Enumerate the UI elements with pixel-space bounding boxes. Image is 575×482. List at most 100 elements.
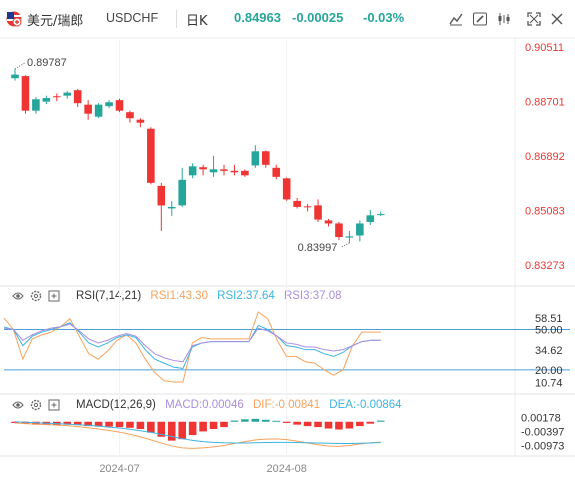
period-selector[interactable]: 日K [186,14,208,29]
y-tick-label: 0.90511 [525,42,564,54]
candle-body [167,206,176,209]
candle-body [335,223,343,237]
candle-body [282,178,291,200]
candle-body [73,90,82,104]
macd-bar [167,421,176,441]
fullscreen-icon[interactable] [524,9,544,29]
settings-icon[interactable] [30,290,42,302]
rsi-tick-label: 50.00 [535,324,563,336]
candle-body [314,205,322,220]
macd-bar [230,420,239,422]
macd-bar [209,421,218,430]
candle-body [241,170,249,176]
macd-bar [262,419,270,422]
macd-bar [241,419,249,422]
macd-bar [84,421,92,427]
macd-tick-label: -0.00397 [521,426,564,438]
rsi-legend: RSI(7,14,21) RSI1:43.30 RSI2:37.64 RSI3:… [76,290,348,302]
indicator-icon[interactable] [494,9,514,29]
candle-body [230,170,239,173]
macd-bar [293,421,301,425]
candle-body [272,167,281,177]
us-flag-icon [6,11,22,27]
close-icon[interactable] [547,9,567,29]
eye-icon[interactable] [12,399,24,411]
macd-bar [314,421,322,428]
candle-body [376,214,385,216]
macd-line [14,421,381,445]
last-price: 0.84963 [234,10,281,25]
candle-body [53,96,61,98]
macd-bar [324,421,333,429]
x-tick-label: 2024-08 [267,463,307,475]
macd-bar [73,421,82,426]
add-icon[interactable] [48,399,60,411]
macd-bar [376,420,385,422]
rsi2-legend: RSI2:37.64 [217,290,275,302]
macd-bar [366,421,375,424]
rsi3-legend: RSI3:37.08 [283,290,342,302]
candle-body [303,206,312,208]
candle-body [220,169,228,171]
candle-body [21,76,30,111]
symbol-name[interactable]: 美元/瑞郎 [27,14,84,29]
low-marker-line [341,242,350,248]
macd-tick-label: 0.00178 [521,412,561,424]
rsi-tick-label: 34.62 [535,345,563,357]
settings-icon[interactable] [30,399,42,411]
macd-bar [272,420,281,422]
line-chart-icon[interactable] [446,9,466,29]
dea-legend: DEA:-0.00864 [329,399,402,411]
macd-bar [303,421,312,427]
low-annotation: 0.83997 [298,242,338,254]
add-icon[interactable] [48,290,60,302]
candle-body [366,215,375,222]
y-tick-label: 0.85083 [525,205,565,217]
rsi-pane-controls [12,290,60,302]
rsi1-legend: RSI1:43.30 [150,290,208,302]
macd-bar [105,421,113,427]
candle-body [345,236,354,238]
rsi-title: RSI(7,14,21) [76,290,142,302]
macd-bar [220,421,228,428]
rsi-tick-label: 58.51 [535,313,563,325]
candle-body [157,185,166,206]
draw-icon[interactable] [470,9,490,29]
candle-body [262,151,270,165]
candle-body [42,98,51,102]
candle-body [94,104,103,117]
candle-body [178,179,186,206]
dif-legend: DIF:-0.00841 [252,399,321,411]
candle-body [147,128,155,183]
macd-tick-label: -0.00973 [521,440,564,452]
candle-body [84,104,92,114]
candle-body [293,200,301,207]
candle-body [126,112,134,119]
candle-body [32,99,40,111]
candle-body [209,169,218,173]
macd-bar [356,421,364,427]
y-tick-label: 0.86892 [525,151,565,163]
high-annotation: 0.89787 [27,57,67,69]
macd-line [14,422,381,449]
candle-body [11,74,19,79]
candle-body [199,167,207,170]
chart-header: 美元/瑞郎 USDCHF 日K 0.84963 -0.00025 -0.03% [0,0,575,38]
candle-body [115,100,124,111]
macd-title: MACD(12,26,9) [76,399,156,411]
rsi-line [3,322,381,370]
macd-bar [251,418,260,422]
candle-body [188,166,197,176]
macd-bar [335,421,343,430]
macd-bar [157,421,166,437]
x-tick-label: 2024-07 [99,463,139,475]
candle-body [251,151,260,166]
macd-bar [147,421,155,433]
eye-icon[interactable] [12,290,24,302]
macd-pane-controls [12,399,60,411]
price-change: -0.00025 [292,10,344,25]
macd-bar [345,421,354,429]
candle-body [356,223,364,236]
candle-body [136,119,145,123]
